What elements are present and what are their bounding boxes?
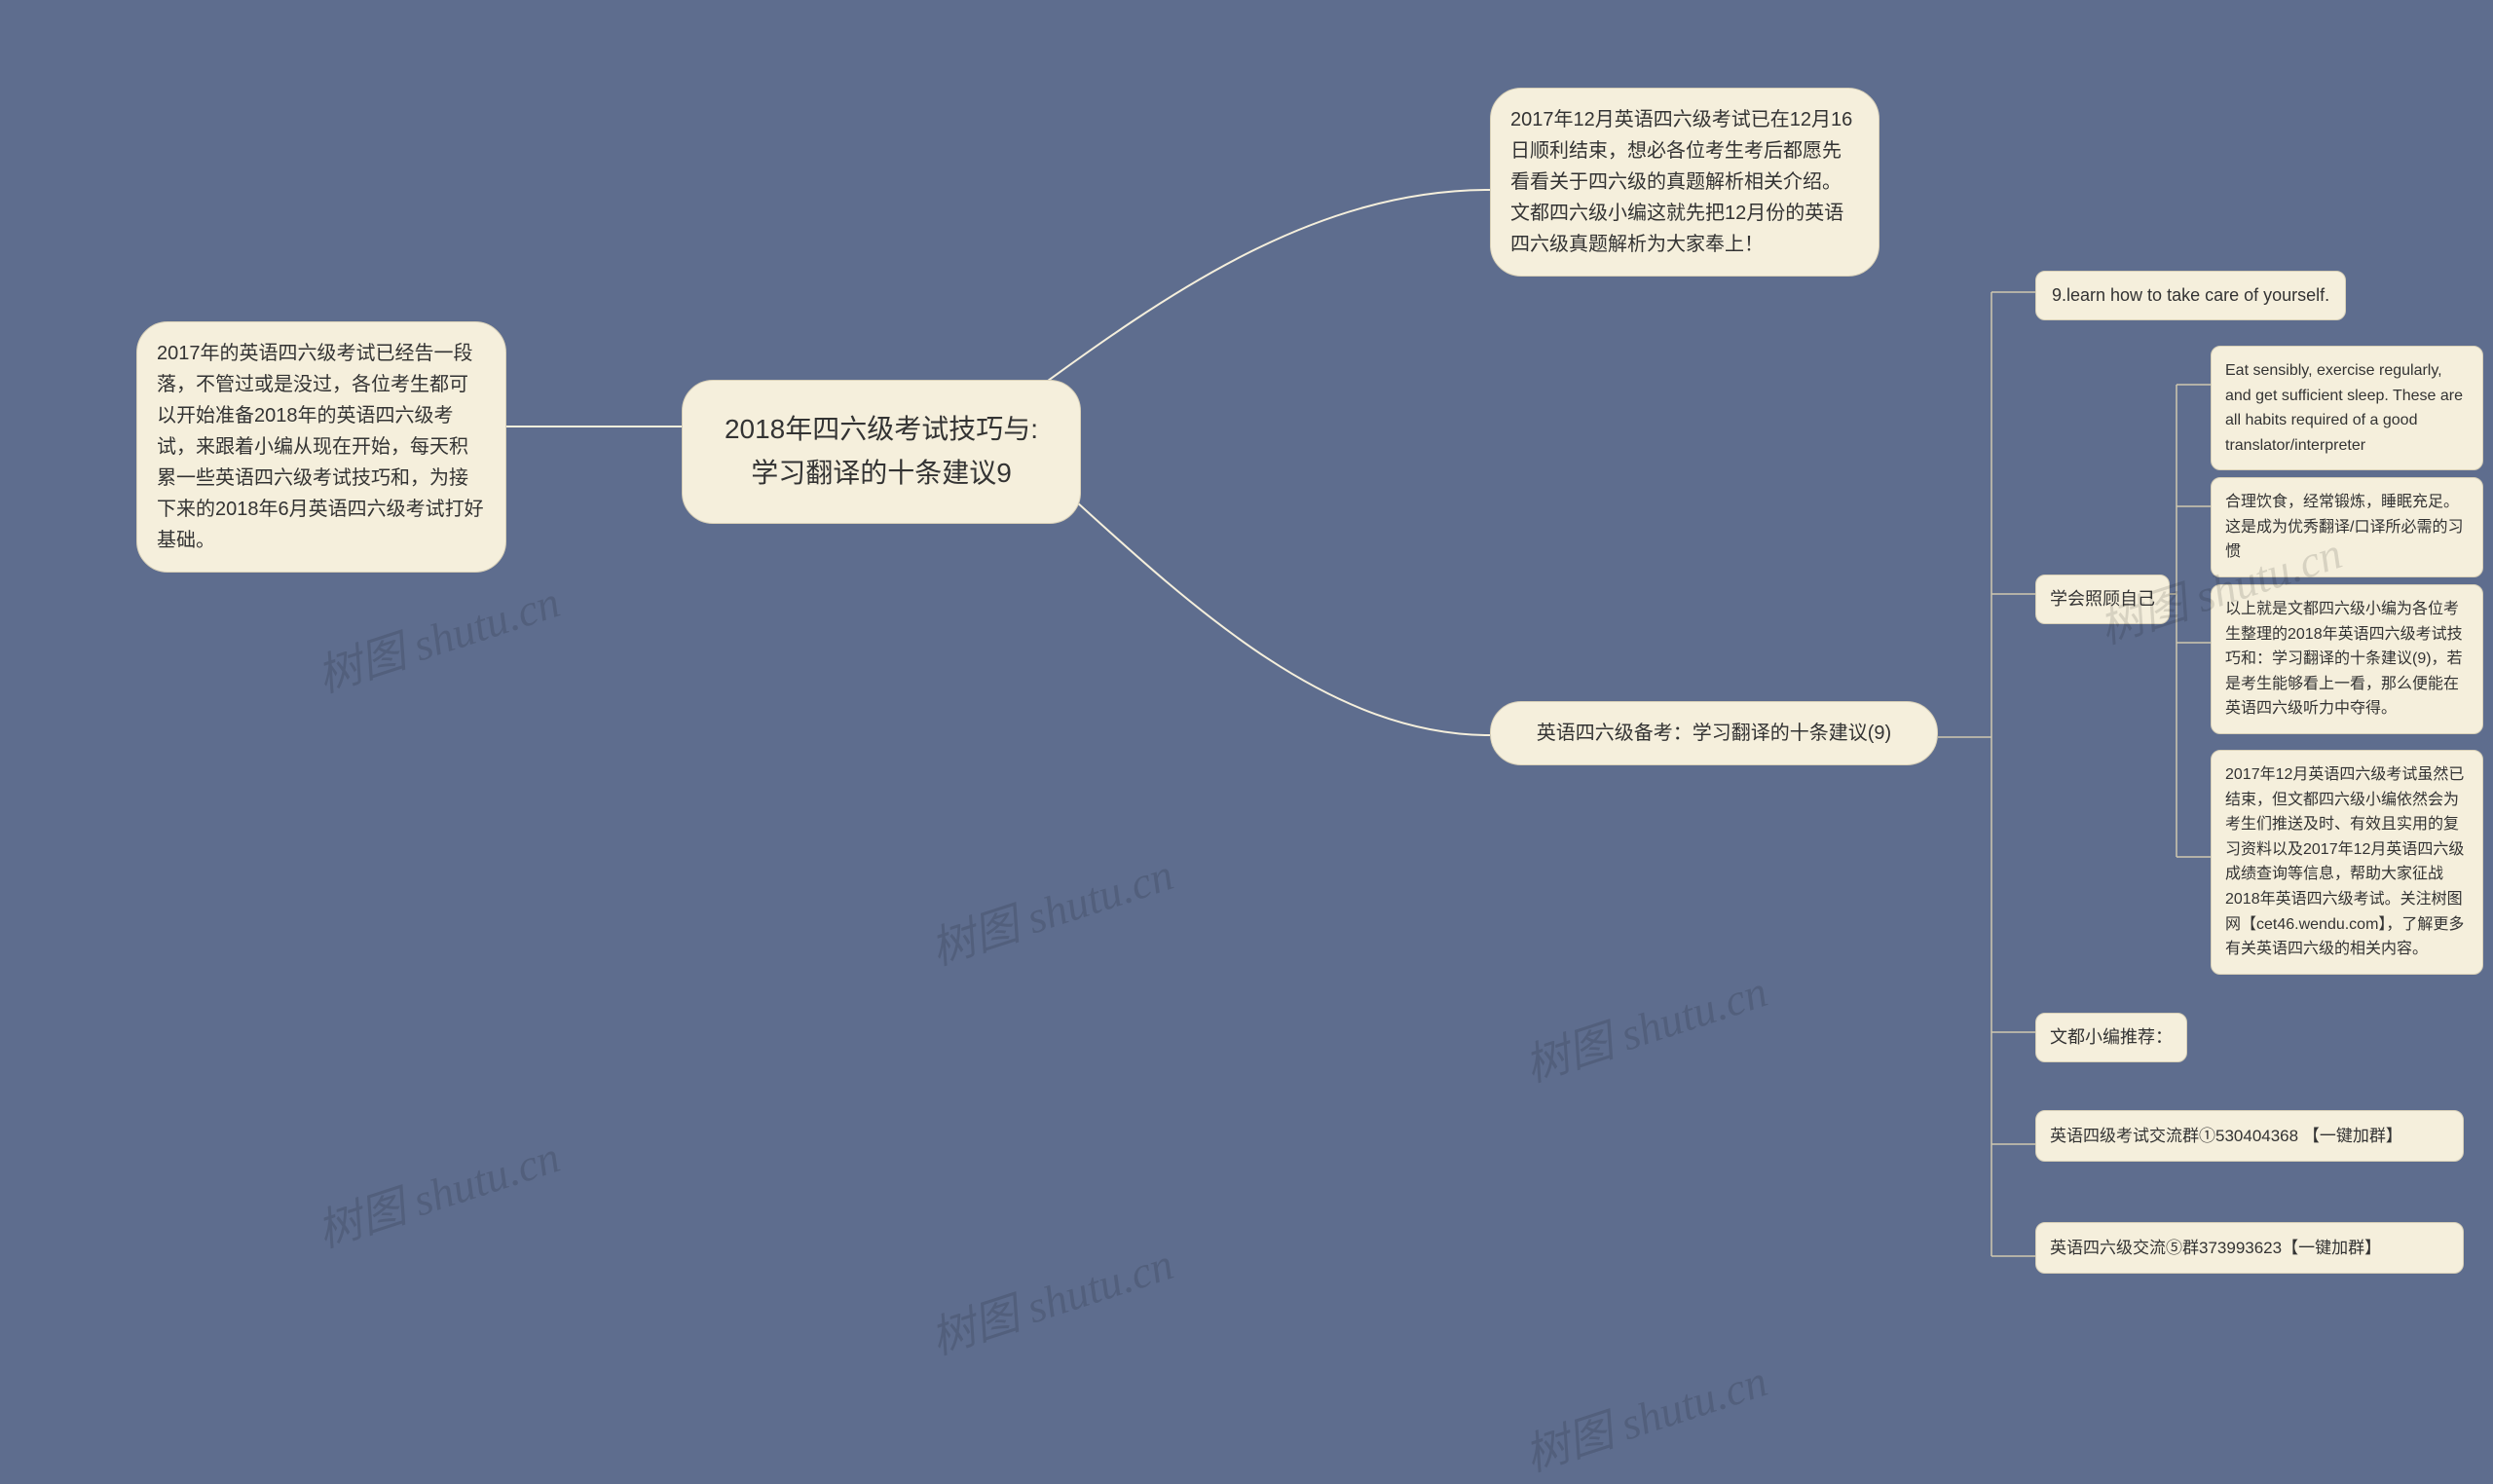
node-text: 学会照顾自己 (2050, 589, 2155, 609)
node-text: 2017年12月英语四六级考试虽然已结束，但文都四六级小编依然会为考生们推送及时… (2225, 766, 2464, 957)
node-selfcare-c: 以上就是文都四六级小编为各位考生整理的2018年英语四六级考试技巧和：学习翻译的… (2211, 584, 2483, 734)
node-center-title: 2018年四六级考试技巧与: 学习翻译的十条建议9 (682, 380, 1081, 524)
node-bottom-mid: 英语四六级备考：学习翻译的十条建议(9) (1490, 701, 1938, 765)
node-selfcare-label: 学会照顾自己 (2035, 575, 2170, 624)
node-text: 以上就是文都四六级小编为各位考生整理的2018年英语四六级考试技巧和：学习翻译的… (2225, 601, 2463, 717)
node-text: Eat sensibly, exercise regularly, and ge… (2225, 362, 2463, 454)
node-text: 英语四六级备考：学习翻译的十条建议(9) (1537, 723, 1891, 744)
center-line1: 2018年四六级考试技巧与: (722, 408, 1041, 452)
node-text: 9.learn how to take care of yourself. (2052, 285, 2329, 305)
node-text: 文都小编推荐： (2050, 1027, 2173, 1047)
node-selfcare-a: Eat sensibly, exercise regularly, and ge… (2211, 346, 2483, 470)
connector-layer (0, 0, 2493, 1429)
watermark: 树图 shutu.cn (308, 567, 567, 706)
node-group2: 英语四六级交流⑤群373993623【一键加群】 (2035, 1222, 2464, 1274)
node-top-right: 2017年12月英语四六级考试已在12月16日顺利结束，想必各位考生考后都愿先看… (1490, 88, 1879, 277)
node-text: 英语四六级交流⑤群373993623【一键加群】 (2050, 1239, 2381, 1257)
watermark: 树图 shutu.cn (1515, 1346, 1774, 1484)
node-text: 2017年12月英语四六级考试已在12月16日顺利结束，想必各位考生考后都愿先看… (1510, 109, 1852, 255)
watermark: 树图 shutu.cn (921, 1229, 1180, 1368)
watermark: 树图 shutu.cn (921, 839, 1180, 979)
watermark: 树图 shutu.cn (1515, 956, 1774, 1095)
node-selfcare-d: 2017年12月英语四六级考试虽然已结束，但文都四六级小编依然会为考生们推送及时… (2211, 750, 2483, 975)
node-text: 2017年的英语四六级考试已经告一段落，不管过或是没过，各位考生都可以开始准备2… (157, 343, 484, 551)
node-recommend: 文都小编推荐： (2035, 1013, 2187, 1062)
node-text: 英语四级考试交流群①530404368 【一键加群】 (2050, 1127, 2402, 1145)
node-selfcare-b: 合理饮食，经常锻炼，睡眠充足。这是成为优秀翻译/口译所必需的习惯 (2211, 477, 2483, 577)
node-text: 合理饮食，经常锻炼，睡眠充足。这是成为优秀翻译/口译所必需的习惯 (2225, 494, 2463, 560)
node-left-summary: 2017年的英语四六级考试已经告一段落，不管过或是没过，各位考生都可以开始准备2… (136, 321, 506, 573)
watermark: 树图 shutu.cn (308, 1122, 567, 1261)
center-line2: 学习翻译的十条建议9 (722, 452, 1041, 496)
node-group1: 英语四级考试交流群①530404368 【一键加群】 (2035, 1110, 2464, 1162)
node-tip9: 9.learn how to take care of yourself. (2035, 271, 2346, 320)
